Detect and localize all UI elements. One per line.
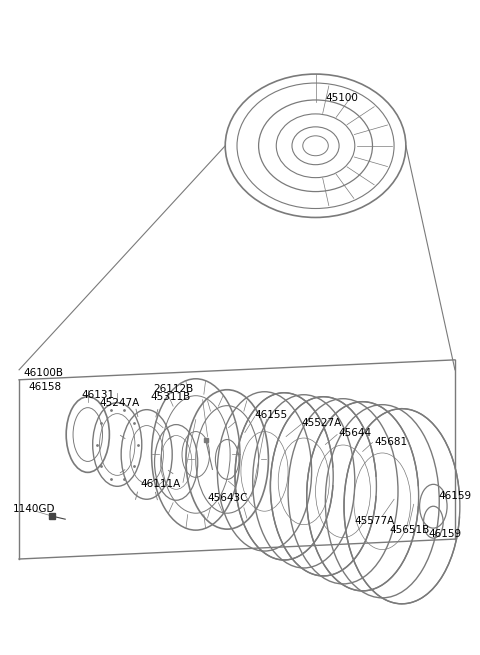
Text: 45247A: 45247A (99, 398, 140, 407)
Text: 45577A: 45577A (355, 516, 395, 526)
Text: 46158: 46158 (29, 382, 62, 392)
Text: 46111A: 46111A (141, 479, 181, 489)
Text: 46159: 46159 (429, 529, 462, 539)
Text: 46159: 46159 (438, 491, 471, 501)
Text: 46131: 46131 (82, 390, 115, 400)
Text: 45644: 45644 (338, 428, 371, 438)
Text: 45527A: 45527A (302, 418, 342, 428)
Text: 46155: 46155 (255, 409, 288, 420)
Text: 45311B: 45311B (151, 392, 191, 402)
Text: 1140GD: 1140GD (13, 504, 56, 514)
Text: 26112B: 26112B (154, 384, 194, 394)
Text: 45681: 45681 (374, 436, 408, 447)
Text: 45651B: 45651B (389, 525, 430, 535)
Text: 45643C: 45643C (207, 493, 248, 503)
Text: 45100: 45100 (325, 93, 358, 103)
Text: 46100B: 46100B (23, 368, 63, 378)
